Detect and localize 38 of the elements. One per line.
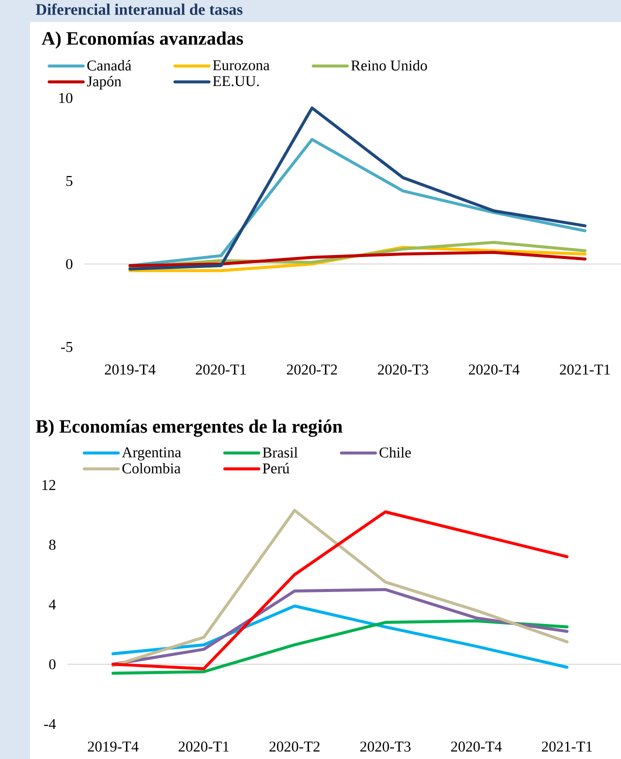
line-series bbox=[111, 604, 568, 669]
line-series bbox=[128, 250, 586, 268]
legend-label: Eurozona bbox=[212, 60, 270, 70]
chart-subtitle: A) Economías avanzadas bbox=[42, 32, 243, 49]
chart-title: Diferencial interanual de tasas bbox=[36, 4, 242, 15]
y-tick-label: 5 bbox=[66, 176, 72, 186]
x-tick-label: 2020-T4 bbox=[468, 364, 520, 375]
x-tick-label: 2021-T1 bbox=[560, 364, 610, 375]
y-tick-label: 0 bbox=[66, 258, 72, 270]
legend-label: Canadá bbox=[87, 60, 132, 71]
legend-label: Brasil bbox=[262, 447, 298, 458]
legend-label: Japón bbox=[86, 76, 122, 90]
y-tick-label: 12 bbox=[42, 480, 56, 490]
x-tick-label: 2019-T4 bbox=[88, 742, 138, 752]
legend-label: Chile bbox=[379, 447, 411, 458]
legend-label: Colombia bbox=[122, 462, 180, 474]
y-tick-label: 0 bbox=[48, 659, 56, 670]
legend-label: Argentina bbox=[122, 447, 181, 460]
y-tick-label: -5 bbox=[60, 342, 72, 352]
x-tick-label: 2020-T3 bbox=[360, 742, 410, 752]
x-tick-label: 2020-T2 bbox=[269, 742, 320, 752]
x-tick-label: 2020-T1 bbox=[178, 742, 228, 752]
y-tick-label: 8 bbox=[48, 540, 56, 550]
line-series bbox=[111, 619, 568, 675]
x-tick-label: 2019-T4 bbox=[104, 364, 156, 375]
x-tick-label: 2020-T4 bbox=[450, 742, 502, 752]
x-tick-label: 2020-T3 bbox=[378, 364, 428, 375]
chart-title: B) Economías emergentes de la región bbox=[36, 420, 342, 437]
legend-label: EE.UU. bbox=[212, 76, 259, 86]
x-tick-label: 2020-T1 bbox=[196, 364, 246, 375]
legend-label: Reino Unido bbox=[350, 60, 427, 71]
y-tick-label: -4 bbox=[44, 719, 56, 729]
y-tick-label: 4 bbox=[48, 600, 56, 610]
legend-label: Perú bbox=[262, 462, 290, 474]
line-series bbox=[128, 106, 586, 270]
x-tick-label: 2020-T2 bbox=[286, 364, 337, 375]
x-tick-label: 2021-T1 bbox=[542, 742, 592, 752]
y-tick-label: 10 bbox=[59, 92, 72, 104]
